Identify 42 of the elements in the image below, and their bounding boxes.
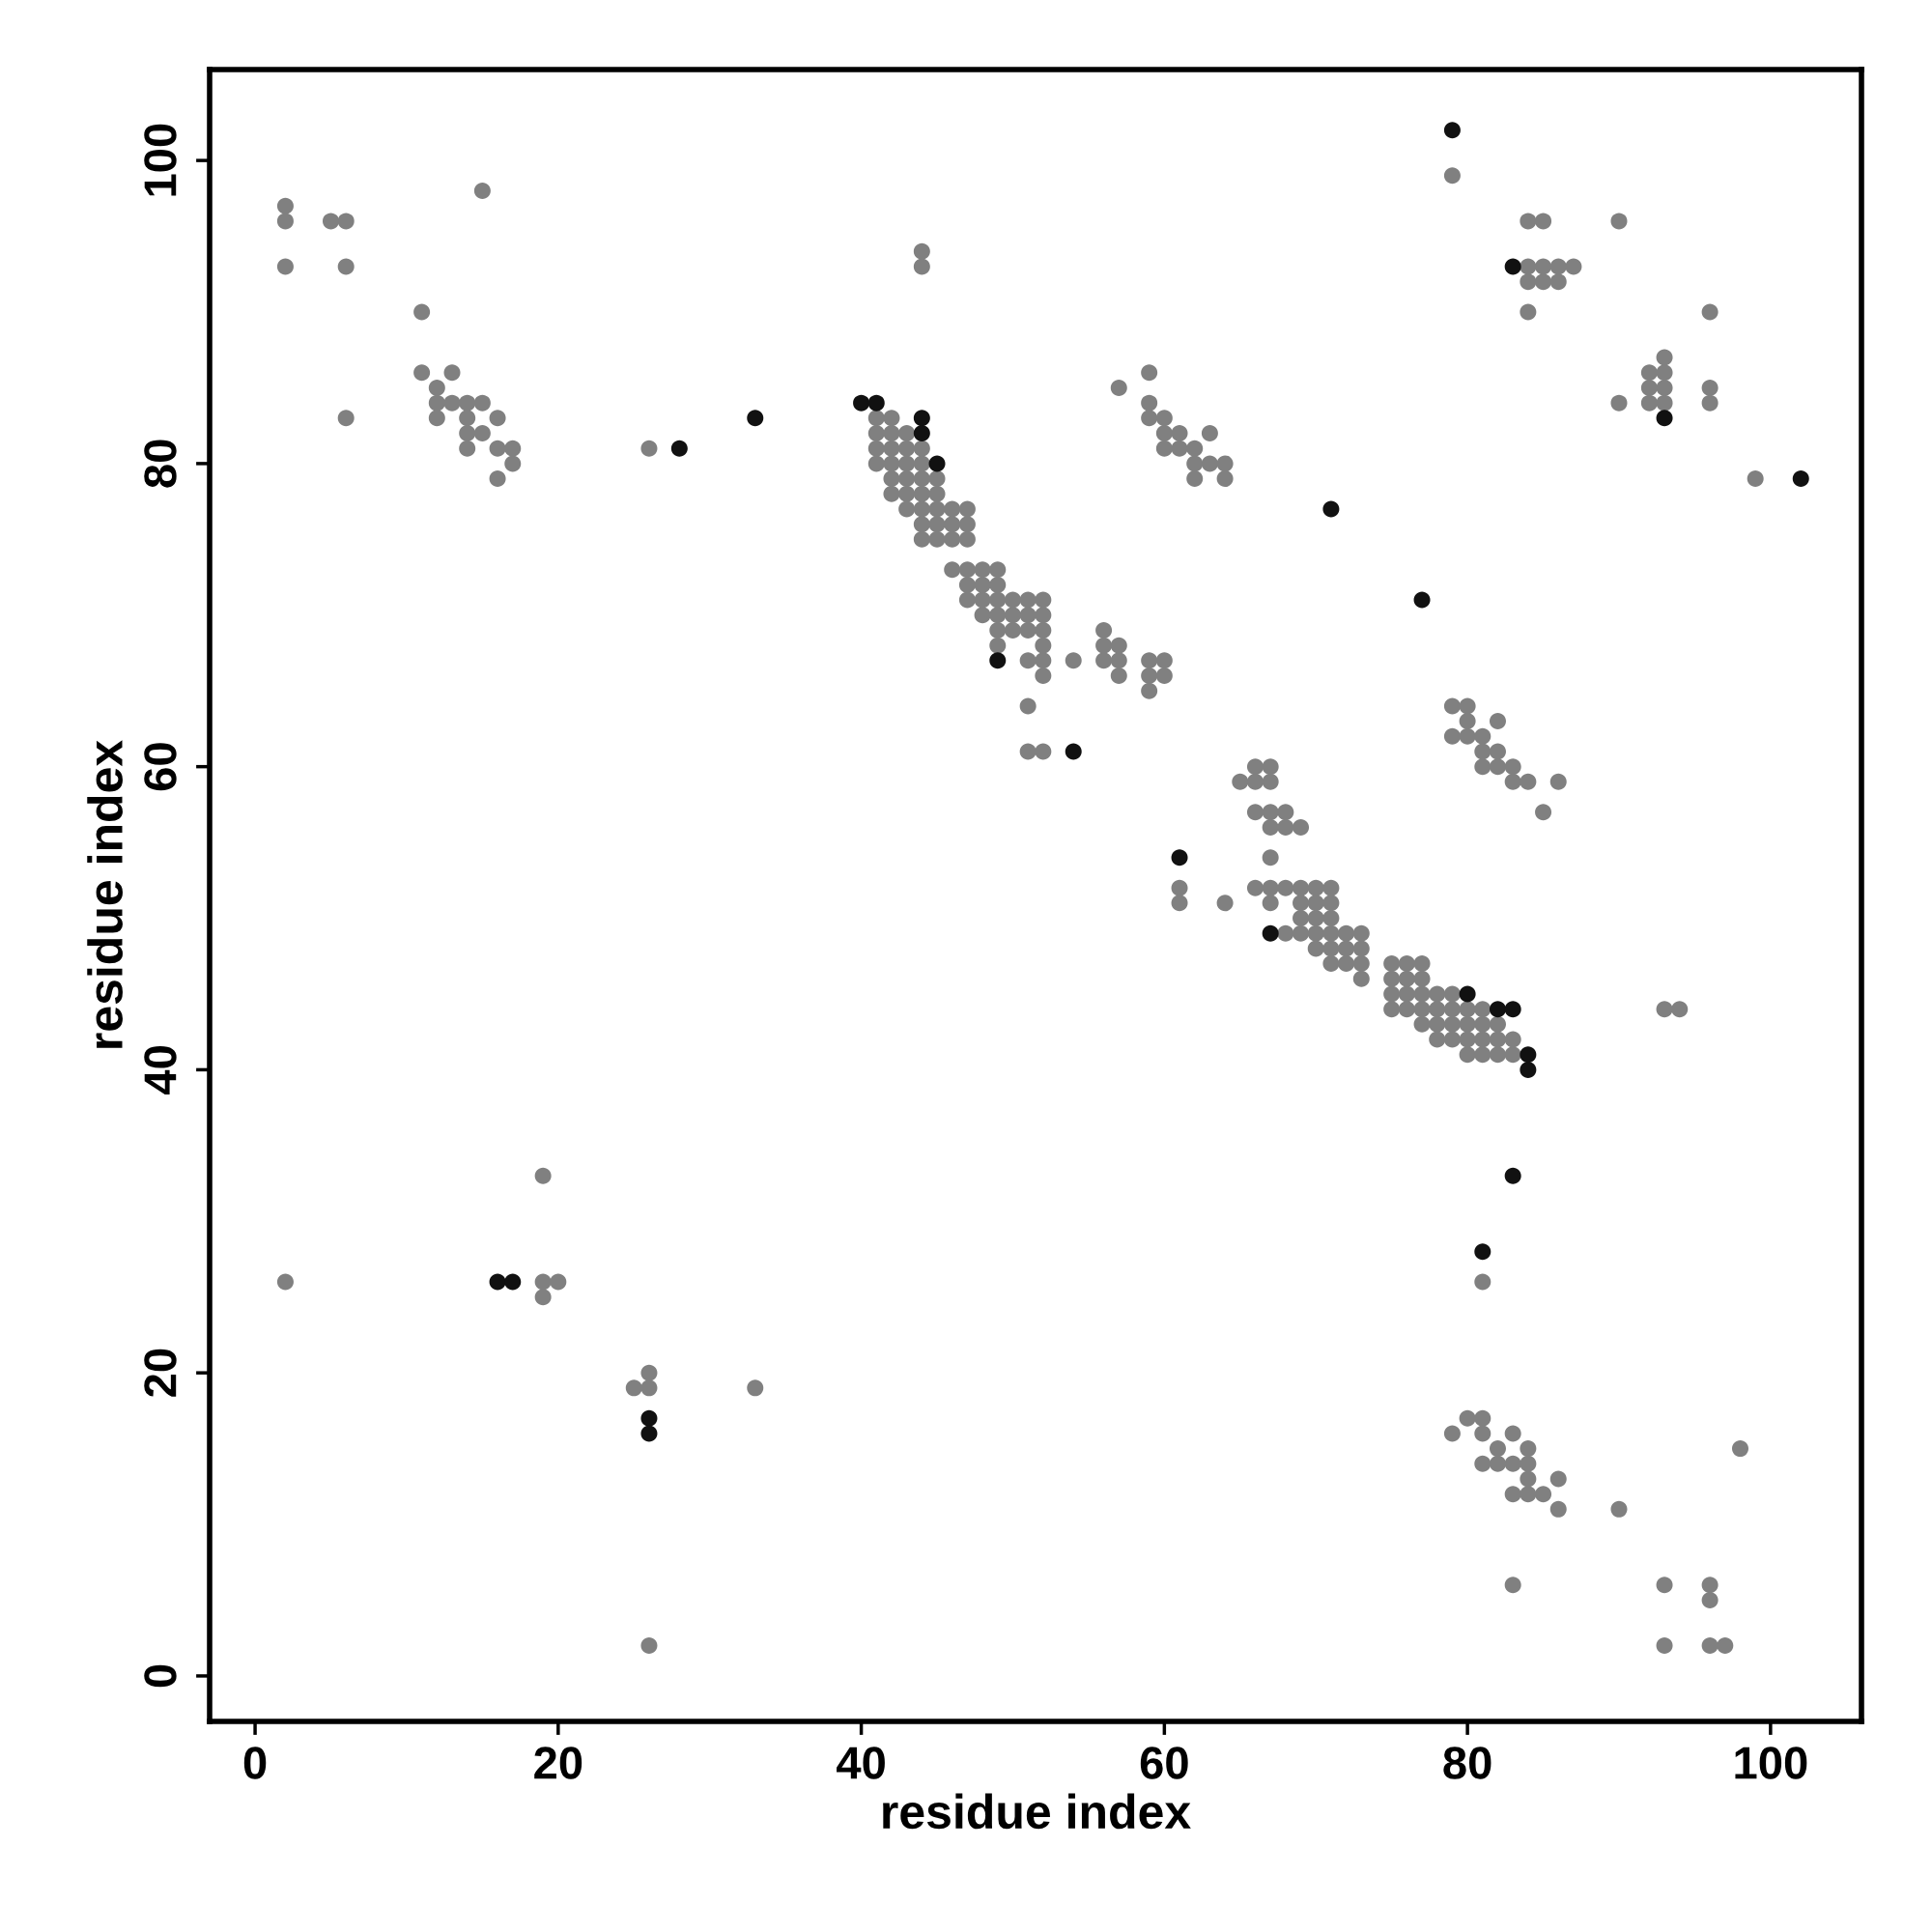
x-tick-label: 60 [1140,1747,1188,1779]
point [640,1409,658,1427]
y-tick-label: 100 [144,124,177,196]
point [1792,470,1809,488]
point [1065,743,1082,760]
point [853,394,870,412]
x-axis-title: residue index [883,1793,1191,1830]
point [670,440,688,457]
point [928,455,946,472]
y-tick-label: 20 [144,1349,177,1397]
point [1504,1001,1521,1018]
y-tick-label: 0 [144,1664,177,1688]
point [1459,985,1476,1003]
point [1322,500,1340,518]
point [1262,924,1279,942]
point [1474,1243,1492,1261]
point [1504,1167,1521,1184]
x-tick-label: 20 [534,1747,582,1779]
y-tick-label: 60 [144,743,177,791]
point [1443,122,1461,139]
point [913,410,930,427]
y-tick-label: 40 [144,1046,177,1094]
x-tick-label: 80 [1443,1747,1492,1779]
point [1413,591,1431,609]
point [489,1273,506,1291]
point [1489,1001,1506,1018]
point [913,425,930,442]
point [1520,1061,1537,1078]
x-tick-label: 0 [243,1747,267,1779]
x-tick-label: 100 [1735,1747,1807,1779]
point [1171,849,1188,867]
point [867,394,885,412]
point [747,410,764,427]
point [989,652,1007,669]
point [640,1425,658,1442]
x-tick-label: 40 [837,1747,885,1779]
point [504,1273,522,1291]
point [1656,410,1673,427]
y-tick-label: 80 [144,440,177,488]
point [1504,258,1521,275]
y-axis-title: residue index [87,740,123,1048]
point [1520,1046,1537,1064]
